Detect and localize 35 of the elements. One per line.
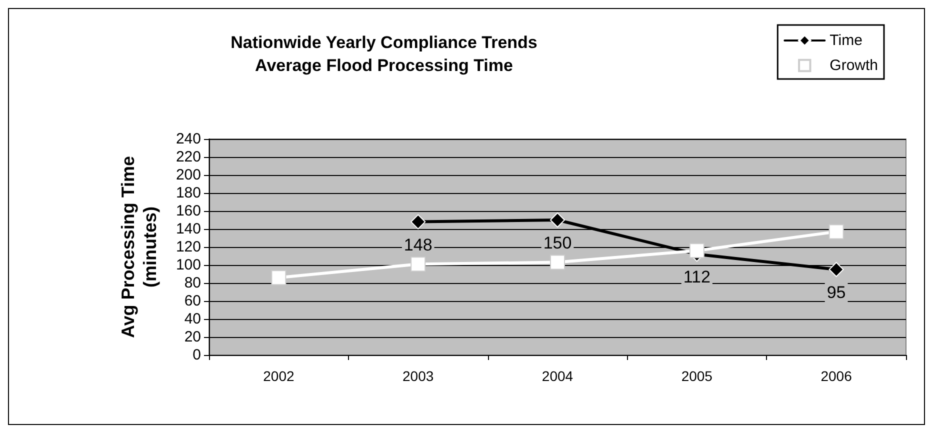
point — [689, 243, 704, 258]
y-tick-label: 120 — [176, 238, 201, 256]
y-axis-title: Avg Processing Time (minutes) — [118, 156, 160, 338]
point — [550, 254, 565, 270]
point — [828, 262, 844, 277]
y-tick-label: 0 — [192, 346, 201, 364]
legend-label: Growth — [830, 57, 878, 74]
y-tick-label: 240 — [176, 130, 201, 148]
point — [410, 256, 426, 272]
data-label: 148 — [404, 235, 432, 254]
chart-subtitle: Average Flood Processing Time — [255, 56, 513, 75]
y-tick-label: 180 — [176, 184, 201, 202]
y-tick-label: 60 — [184, 292, 201, 310]
x-tick-label: 2002 — [263, 368, 294, 384]
chart-title: Nationwide Yearly Compliance Trends — [230, 33, 538, 52]
data-label: 150 — [543, 234, 572, 252]
y-tick-label: 40 — [184, 310, 201, 328]
point — [410, 214, 426, 230]
y-tick-label: 160 — [176, 202, 201, 220]
point — [550, 212, 565, 228]
y-tick-label: 220 — [176, 148, 201, 166]
y-tick-label: 20 — [184, 328, 201, 346]
point — [828, 224, 844, 240]
x-tick-label: 2006 — [820, 368, 852, 384]
y-tick-label: 80 — [184, 274, 201, 292]
y-tick-label: 100 — [176, 256, 201, 274]
point — [271, 270, 286, 286]
data-label: 95 — [826, 283, 846, 302]
y-tick-label: 200 — [176, 166, 201, 184]
x-tick-label: 2005 — [681, 368, 713, 384]
x-tick-label: 2004 — [542, 368, 574, 384]
legend-label: Time — [830, 32, 862, 49]
y-tick-label: 140 — [176, 220, 201, 238]
data-label: 112 — [683, 268, 710, 287]
x-tick-label: 2003 — [402, 368, 434, 384]
